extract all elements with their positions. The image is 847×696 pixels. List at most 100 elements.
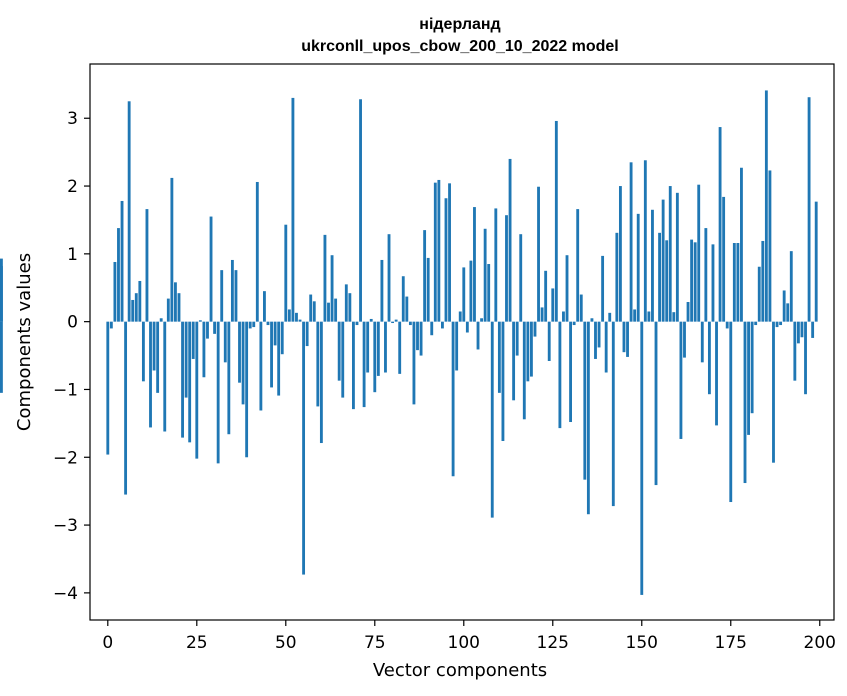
y-tick-label: −1 (53, 380, 78, 400)
bar-62 (327, 302, 330, 322)
bar-202 (0, 266, 3, 322)
bar-151 (643, 160, 647, 322)
bar-45 (266, 321, 270, 326)
bar-137 (594, 321, 597, 359)
bar-129 (565, 255, 569, 322)
bar-193 (793, 321, 797, 381)
bar-171 (715, 321, 718, 426)
bar-143 (615, 232, 619, 322)
bar-135 (586, 321, 590, 515)
x-tick-label: 150 (626, 633, 658, 653)
bar-74 (369, 318, 373, 322)
bar-24 (191, 321, 195, 359)
x-axis-label: Vector components (373, 660, 547, 681)
bar-0 (106, 321, 110, 455)
y-tick-label: 2 (67, 177, 78, 197)
bar-167 (700, 321, 704, 363)
bar-75 (373, 321, 377, 393)
bar-2 (113, 261, 117, 322)
bar-186 (768, 170, 772, 322)
bar-176 (732, 243, 736, 322)
bar-85 (408, 321, 412, 326)
bar-144 (618, 186, 622, 322)
bars-group (0, 90, 818, 595)
bar-107 (487, 264, 491, 322)
bar-3 (117, 228, 120, 322)
bar-166 (697, 184, 701, 322)
bar-60 (319, 321, 323, 444)
bar-91 (430, 321, 434, 336)
bar-54 (298, 319, 302, 322)
bar-122 (540, 307, 544, 322)
bar-69 (352, 321, 355, 410)
bar-70 (355, 321, 359, 326)
bar-31 (216, 321, 220, 464)
bar-152 (647, 311, 651, 322)
bar-5 (124, 321, 128, 495)
bar-23 (188, 321, 192, 443)
bar-119 (529, 321, 533, 377)
bar-89 (423, 230, 427, 322)
bar-92 (433, 182, 437, 322)
x-tick-label: 50 (275, 633, 297, 653)
bar-40 (248, 321, 252, 329)
bar-103 (473, 207, 476, 322)
bar-181 (750, 321, 754, 414)
bar-197 (807, 97, 811, 322)
bar-194 (796, 321, 800, 344)
bar-113 (508, 158, 512, 322)
bar-121 (537, 186, 540, 322)
bar-133 (579, 294, 583, 322)
bar-157 (665, 240, 669, 322)
bar-106 (483, 228, 487, 322)
bar-76 (376, 321, 380, 376)
bar-109 (494, 208, 498, 322)
bar-182 (754, 321, 758, 326)
bar-12 (149, 321, 152, 428)
y-tick-label: 3 (67, 109, 78, 129)
bar-63 (330, 255, 334, 322)
bar-177 (736, 243, 740, 322)
bar-51 (287, 309, 291, 322)
bar-128 (562, 311, 565, 322)
bar-50 (284, 224, 288, 322)
bar-127 (558, 321, 562, 429)
bar-27 (202, 321, 206, 378)
bar-4 (120, 200, 124, 322)
bar-36 (234, 270, 238, 322)
bar-44 (263, 291, 266, 322)
bar-68 (348, 293, 352, 322)
bar-138 (597, 321, 601, 348)
y-tick-label: 1 (67, 245, 78, 265)
bar-189 (779, 321, 783, 326)
bar-165 (693, 242, 697, 322)
y-tick-label: −2 (53, 448, 78, 468)
x-tick-label: 25 (186, 633, 208, 653)
bar-139 (601, 255, 605, 322)
bar-95 (444, 198, 448, 322)
bar-42 (255, 181, 259, 322)
bar-58 (312, 301, 316, 322)
x-tick-label: 125 (537, 633, 569, 653)
bar-146 (626, 321, 629, 357)
bar-175 (729, 321, 733, 503)
y-axis-ticks: 3 2 1 0 −1 −2 −3 −4 (53, 109, 90, 604)
bar-191 (786, 303, 790, 322)
bar-172 (718, 127, 722, 322)
bar-41 (252, 321, 256, 328)
bar-132 (576, 209, 580, 322)
bar-59 (316, 321, 320, 407)
bar-49 (280, 321, 284, 355)
bar-158 (668, 186, 672, 322)
bar-10 (141, 321, 145, 382)
bar-140 (604, 321, 608, 373)
bar-96 (448, 183, 451, 322)
x-tick-label: 100 (448, 633, 480, 653)
bar-163 (686, 302, 690, 322)
bar-53 (295, 312, 298, 322)
bar-118 (526, 321, 530, 382)
bar-79 (387, 234, 391, 322)
x-tick-label: 200 (804, 633, 836, 653)
bar-196 (804, 321, 807, 395)
bar-130 (569, 321, 572, 423)
